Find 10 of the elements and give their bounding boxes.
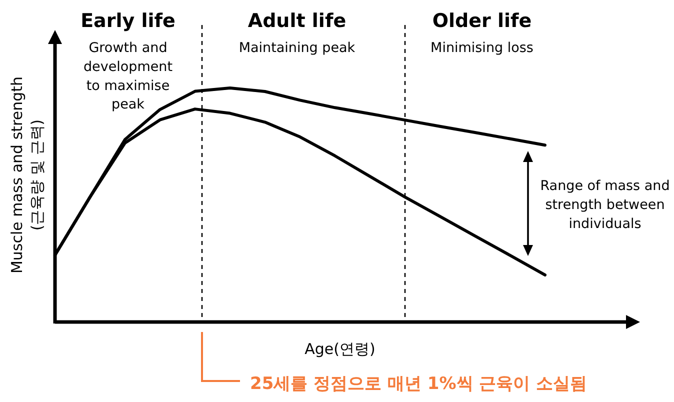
- text: Maintaining peak: [238, 40, 356, 56]
- text: Older life: [432, 10, 532, 32]
- y-axis-title: Muscle mass and strength (근육량 및 근력): [8, 76, 46, 274]
- text: 25세를 정점으로 매년 1%씩 근육이 소실됨: [250, 374, 588, 394]
- x-axis-title: Age(연령): [304, 340, 376, 358]
- text: Adult life: [248, 10, 346, 32]
- annotation: Range of mass and strength between individuals: [540, 178, 670, 232]
- text: Early life: [80, 10, 176, 32]
- annotation: Growth and development to maximise peak: [83, 40, 173, 113]
- text: Minimising loss: [430, 40, 534, 56]
